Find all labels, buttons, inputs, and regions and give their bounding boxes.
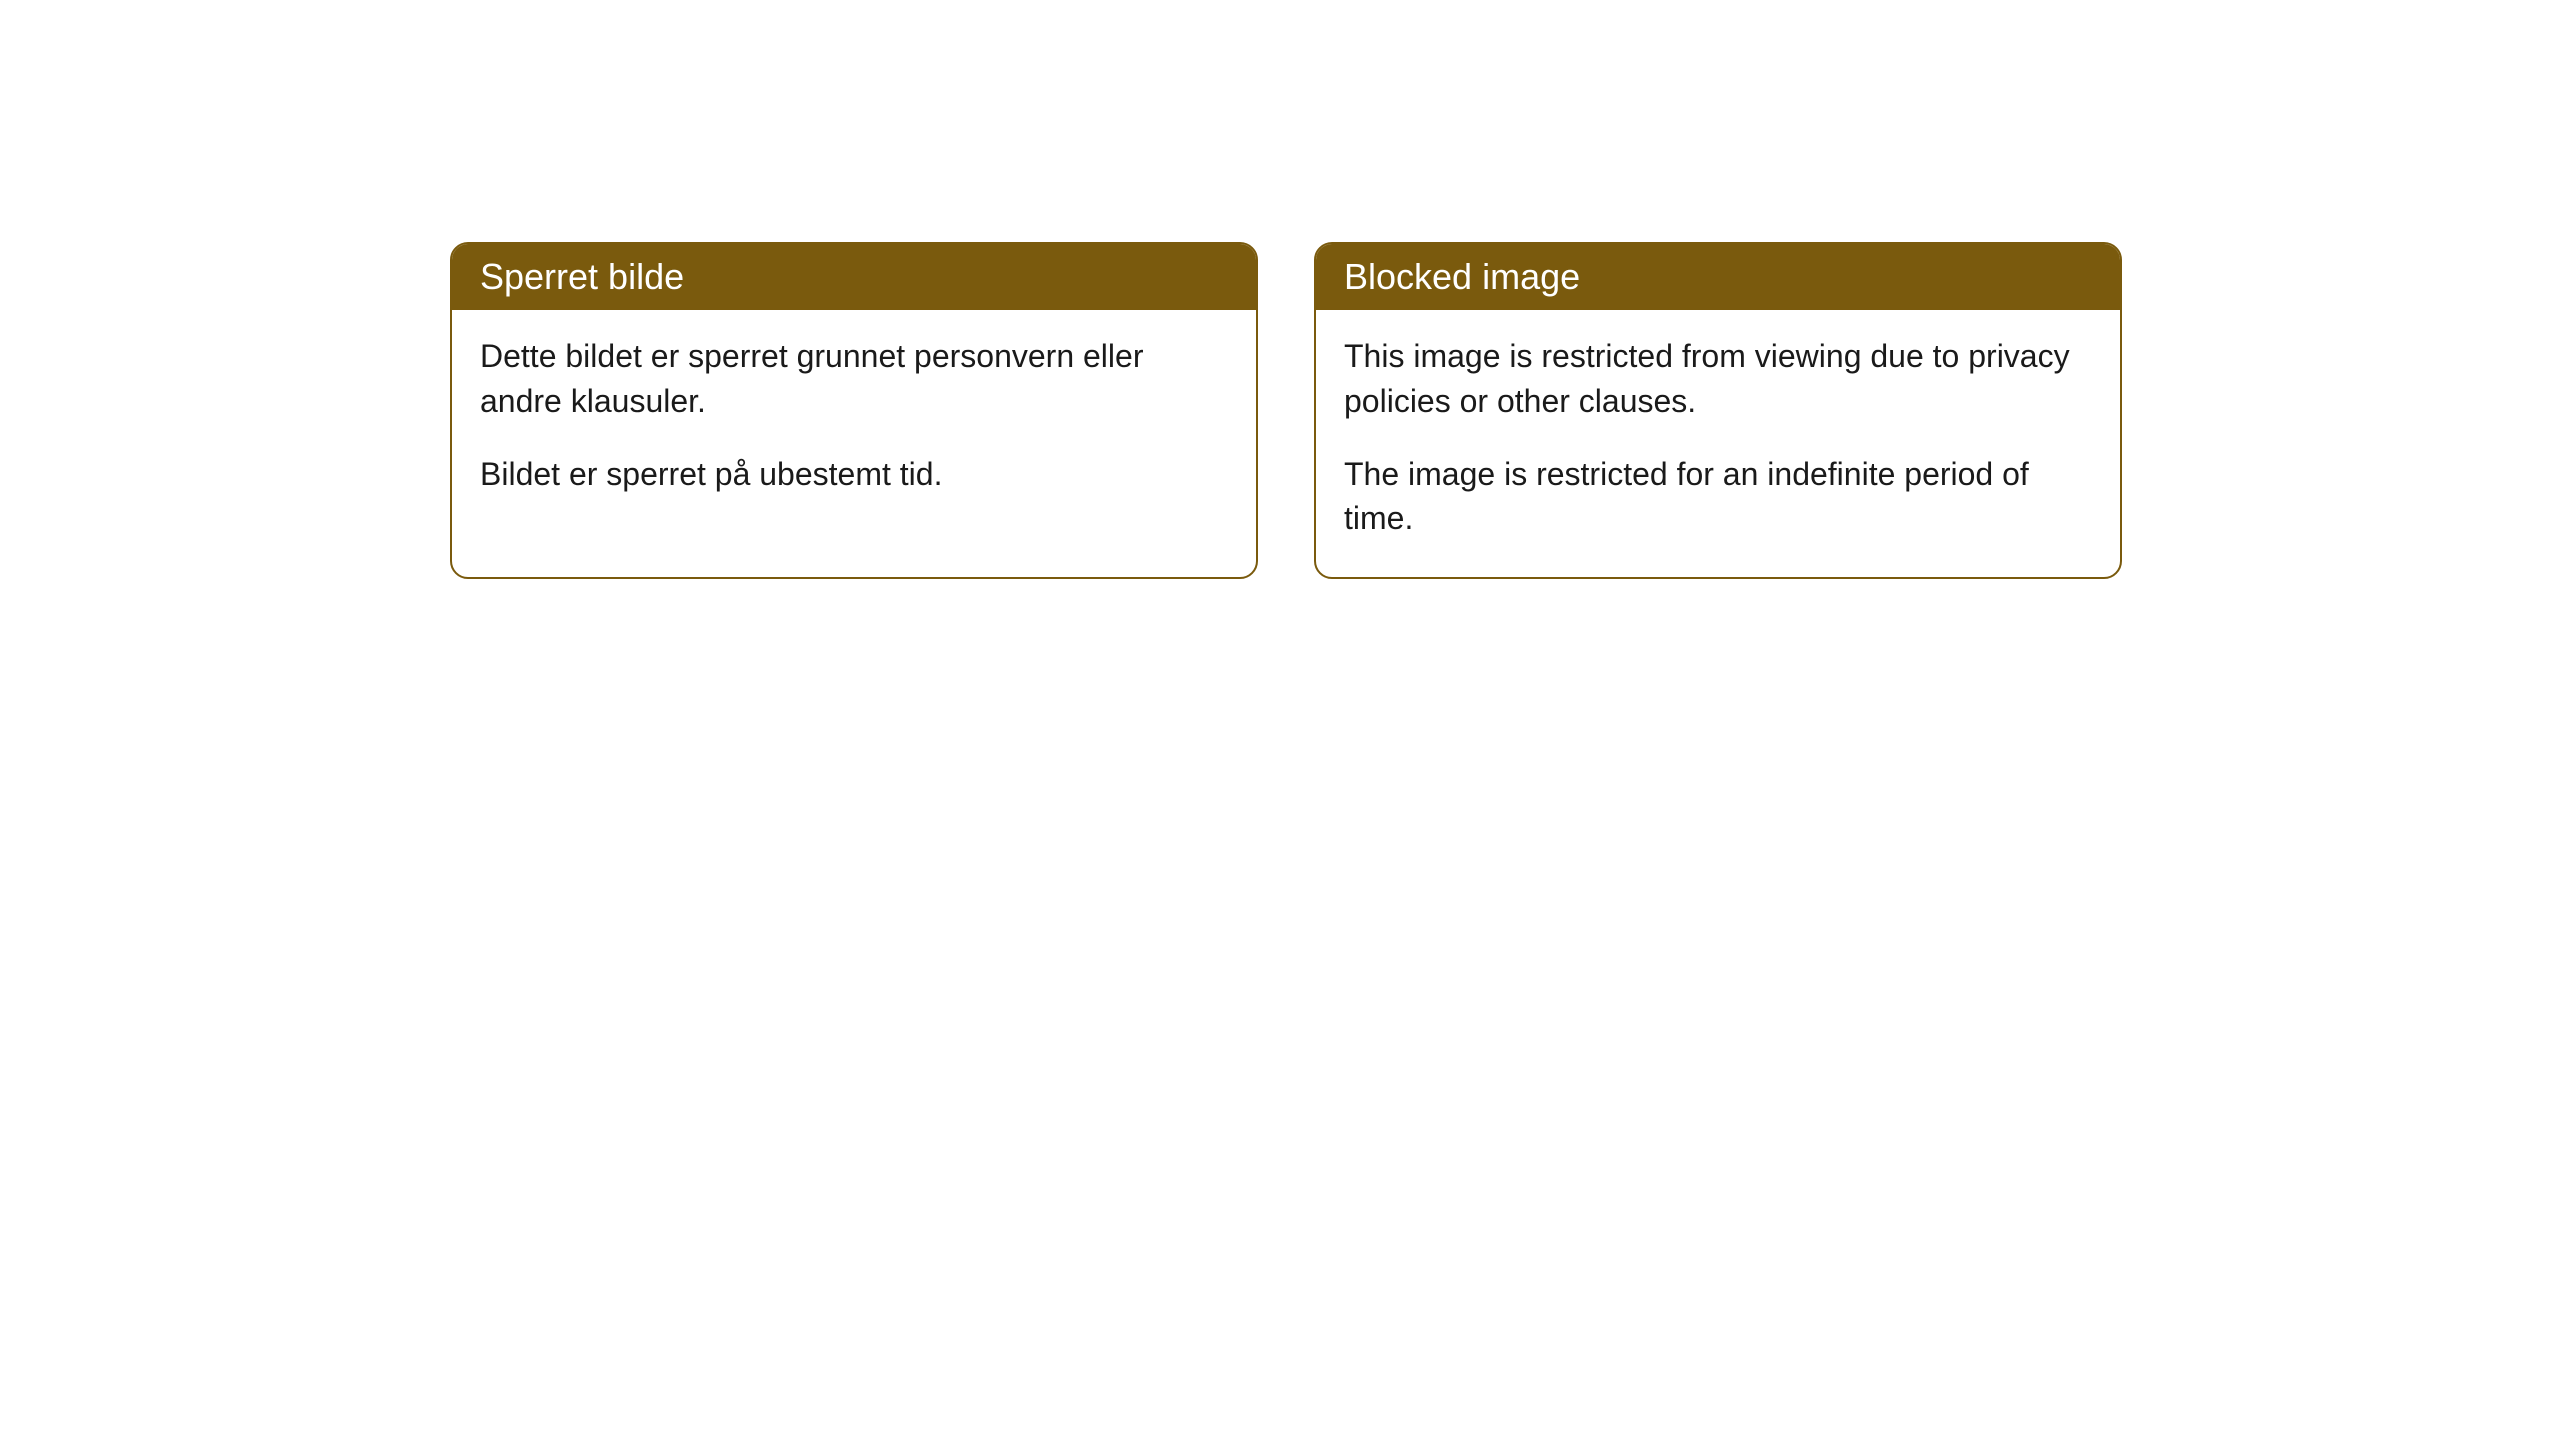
blocked-image-card-english: Blocked image This image is restricted f… [1314, 242, 2122, 579]
card-header: Blocked image [1316, 244, 2120, 310]
card-paragraph: Dette bildet er sperret grunnet personve… [480, 334, 1228, 424]
blocked-image-card-norwegian: Sperret bilde Dette bildet er sperret gr… [450, 242, 1258, 579]
card-header: Sperret bilde [452, 244, 1256, 310]
card-body: This image is restricted from viewing du… [1316, 310, 2120, 577]
card-paragraph: Bildet er sperret på ubestemt tid. [480, 452, 1228, 497]
card-paragraph: The image is restricted for an indefinit… [1344, 452, 2092, 542]
card-body: Dette bildet er sperret grunnet personve… [452, 310, 1256, 532]
card-container: Sperret bilde Dette bildet er sperret gr… [450, 242, 2122, 579]
card-paragraph: This image is restricted from viewing du… [1344, 334, 2092, 424]
